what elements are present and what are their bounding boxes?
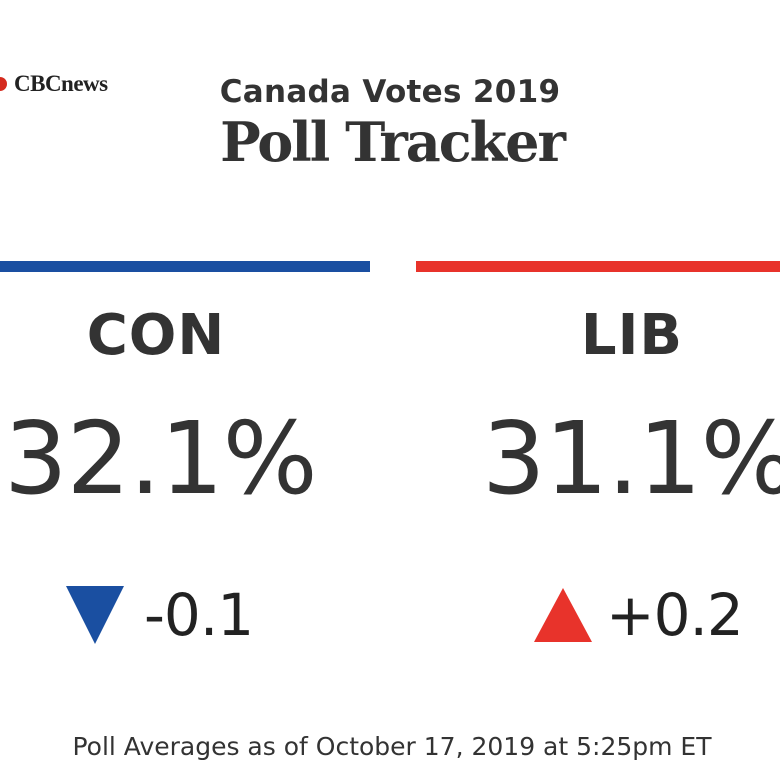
lib-change-value: +0.2 — [606, 581, 744, 649]
lib-party-name: LIB — [580, 303, 684, 368]
page-title: Poll Tracker — [220, 110, 566, 174]
con-percent: 32.1% — [4, 400, 318, 517]
triangle-down-icon — [66, 586, 124, 644]
triangle-up-icon — [534, 588, 592, 642]
cbc-news-logo: CBCnews — [0, 71, 108, 96]
con-change-value: -0.1 — [144, 581, 254, 649]
con-color-bar — [0, 261, 370, 272]
footer-note: Poll Averages as of October 17, 2019 at … — [72, 732, 712, 761]
cbc-gem-icon — [0, 74, 12, 94]
con-change: -0.1 — [64, 581, 254, 649]
lib-percent: 31.1% — [482, 400, 780, 517]
logo-text: CBCnews — [14, 71, 108, 96]
page-subtitle: Canada Votes 2019 — [219, 74, 561, 110]
lib-change: +0.2 — [532, 581, 744, 649]
con-party-name: CON — [86, 303, 226, 368]
lib-color-bar — [416, 261, 780, 272]
